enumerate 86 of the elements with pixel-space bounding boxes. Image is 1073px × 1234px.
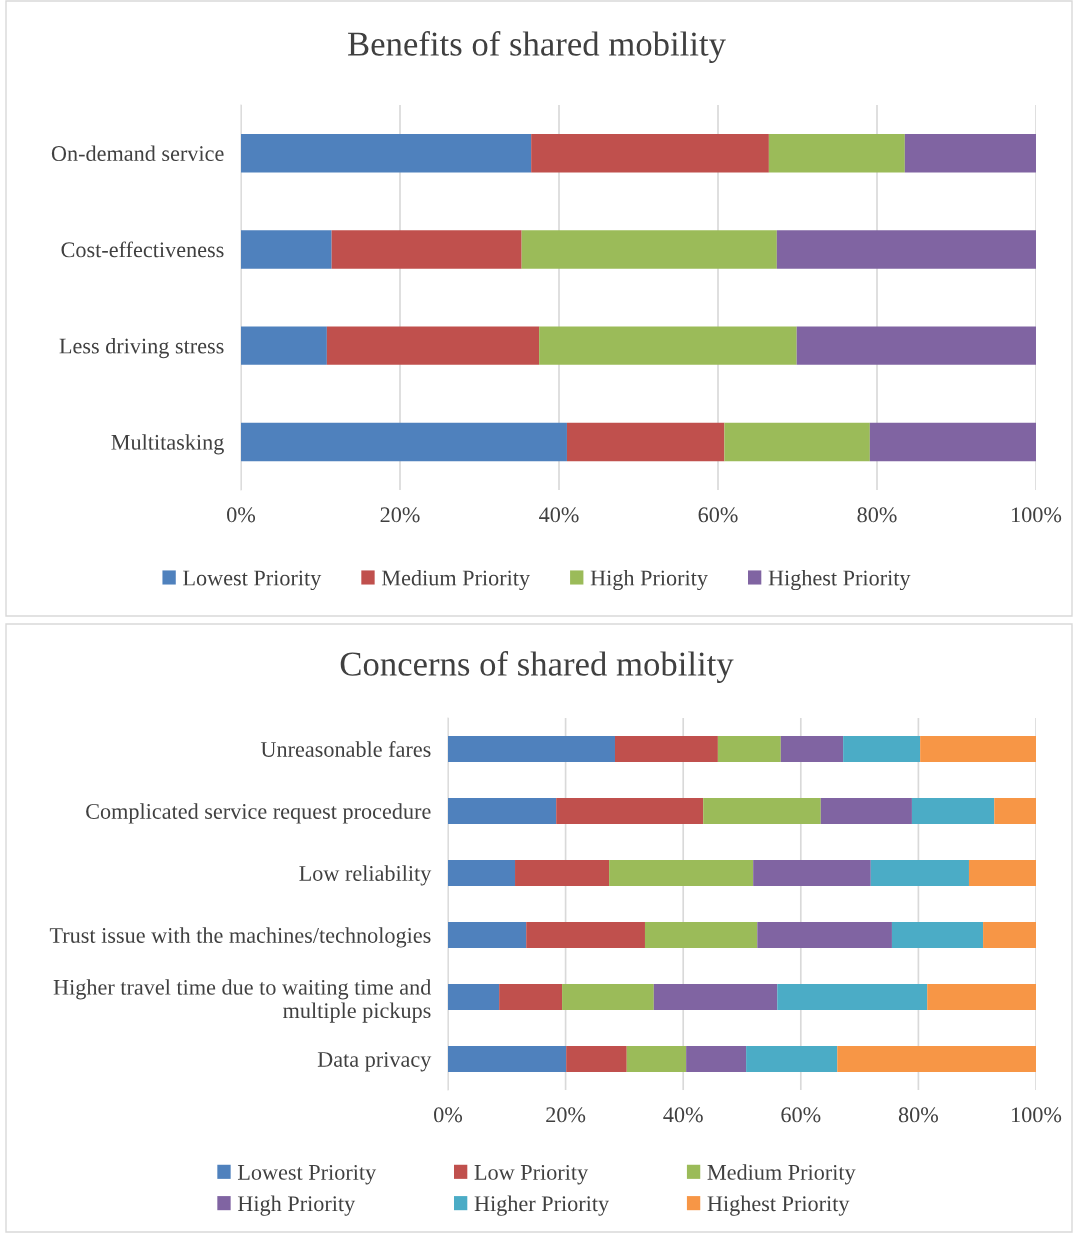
y-tick-label: Unreasonable fares	[260, 741, 431, 757]
bar	[796, 326, 1036, 365]
y-tick-label: On-demand service	[51, 145, 224, 162]
legend-label: Higher Priority	[474, 1195, 610, 1216]
y-tick-label: Data privacy	[317, 1051, 432, 1072]
bar	[780, 735, 844, 763]
bar	[753, 859, 871, 887]
x-tick-label: 40%	[539, 507, 579, 523]
bar	[526, 921, 645, 949]
y-tick-label: Cost-effectiveness	[61, 241, 224, 258]
bar	[983, 921, 1036, 949]
bar	[869, 422, 1036, 462]
bar	[448, 859, 516, 887]
bar	[448, 1045, 567, 1073]
bar	[644, 921, 758, 949]
bar	[686, 1045, 747, 1073]
bar	[614, 735, 718, 763]
legend-label: Highest Priority	[768, 569, 911, 591]
x-tick-label: 100%	[1012, 507, 1062, 523]
bar	[241, 422, 567, 462]
bar	[717, 735, 781, 763]
bar	[920, 735, 1036, 763]
bar	[820, 797, 912, 825]
legend-label: High Priority	[590, 569, 708, 591]
bar	[994, 797, 1036, 825]
legend-label: Lowest Priority	[237, 1164, 377, 1185]
bar	[448, 797, 557, 825]
bar	[515, 859, 610, 887]
y-tick-label: Complicated service request procedure	[86, 803, 431, 824]
y-tick-label: Multitasking	[111, 434, 224, 455]
legend-label: Medium Priority	[381, 569, 530, 591]
bar	[837, 1045, 1036, 1073]
chart-title: Concerns of shared mobility	[340, 651, 734, 683]
y-tick-label: Low reliability	[299, 865, 432, 886]
bar	[968, 859, 1036, 887]
bar	[531, 133, 769, 173]
bar	[724, 422, 870, 462]
x-tick-label: 20%	[380, 507, 420, 523]
bar	[904, 133, 1036, 173]
bar	[870, 859, 969, 887]
bar	[891, 921, 984, 949]
bar	[241, 230, 332, 269]
bar	[521, 230, 777, 269]
bar	[448, 735, 615, 763]
chart-title: Benefits of shared mobility	[348, 31, 726, 63]
bar	[777, 983, 928, 1011]
bar	[911, 797, 995, 825]
bar	[757, 921, 892, 949]
bar	[241, 326, 327, 365]
x-tick-label: 0%	[227, 507, 256, 523]
bar	[566, 1045, 627, 1073]
bar	[499, 983, 563, 1011]
bar	[843, 735, 921, 763]
bar	[562, 983, 654, 1011]
y-tick-label: Higher travel time due to waiting time and multiple pickups	[53, 979, 432, 1023]
x-tick-label: 60%	[781, 1107, 821, 1123]
x-tick-label: 80%	[898, 1107, 939, 1123]
x-tick-label: 100%	[1012, 1107, 1062, 1123]
bar	[653, 983, 778, 1011]
bar	[566, 422, 725, 462]
bar	[326, 326, 540, 365]
bar	[556, 797, 704, 825]
bar	[746, 1045, 838, 1073]
bar	[626, 1045, 687, 1073]
bar	[241, 133, 532, 173]
bar	[768, 133, 905, 173]
bar	[331, 230, 522, 269]
bar	[776, 230, 1036, 269]
y-tick-label: Less driving stress	[59, 337, 224, 359]
x-tick-label: 0%	[434, 1107, 463, 1123]
x-tick-label: 80%	[857, 507, 897, 523]
legend-label: Highest Priority	[707, 1195, 850, 1216]
x-tick-label: 20%	[546, 1107, 586, 1123]
bar	[448, 983, 500, 1011]
bar	[539, 326, 797, 365]
legend-label: Medium Priority	[707, 1164, 856, 1185]
x-tick-label: 40%	[663, 1107, 703, 1123]
x-tick-label: 60%	[698, 507, 738, 523]
bar	[703, 797, 821, 825]
bar	[448, 921, 527, 949]
y-tick-label: Trust issue with the machines/technologies	[49, 927, 431, 948]
legend-label: Lowest Priority	[183, 570, 322, 591]
bar	[927, 983, 1036, 1011]
legend-label: Low Priority	[474, 1164, 589, 1185]
legend-label: High Priority	[237, 1195, 356, 1216]
bar	[609, 859, 754, 887]
